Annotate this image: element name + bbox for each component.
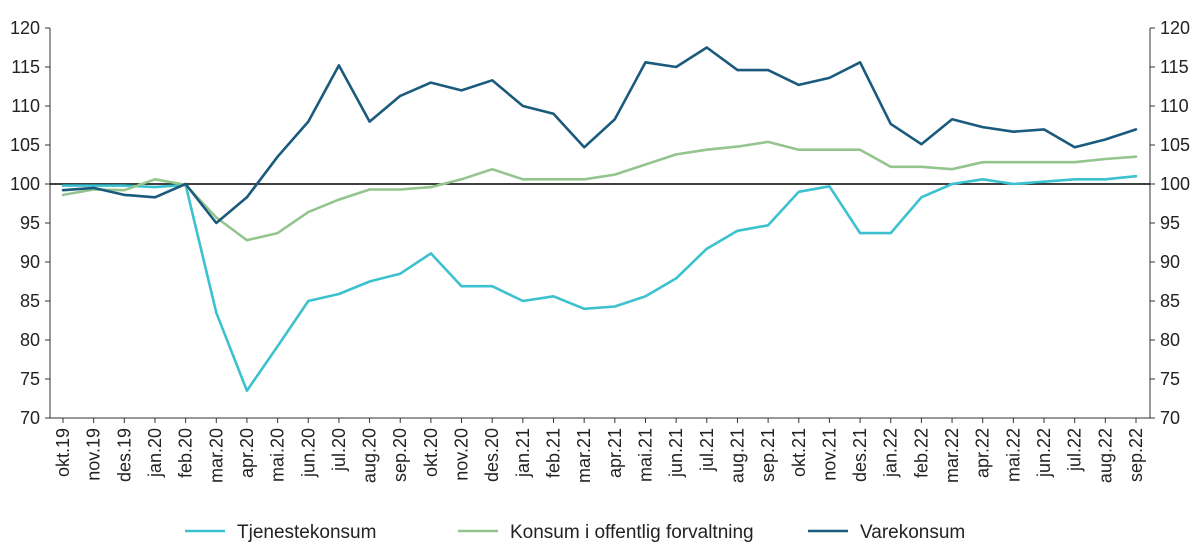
x-tick-label: jul.21 (697, 428, 717, 472)
x-tick-label: aug.20 (360, 428, 380, 483)
right-tick-label: 95 (1160, 213, 1180, 233)
x-tick-label: mai.22 (1003, 428, 1023, 482)
left-tick-label: 110 (11, 96, 40, 116)
left-tick-label: 75 (20, 369, 40, 389)
x-tick-label: apr.21 (605, 428, 625, 478)
x-tick-label: apr.20 (237, 428, 257, 478)
x-tick-label: mai.21 (635, 428, 655, 482)
x-tick-label: jun.22 (1034, 428, 1054, 478)
series-line-konsum-i-offentlig-forvaltning (61, 140, 1138, 242)
x-tick-label: des.21 (850, 428, 870, 482)
left-tick-label: 80 (20, 330, 40, 350)
x-tick-label: nov.20 (452, 428, 472, 481)
left-tick-label: 105 (10, 135, 40, 155)
x-tick-label: jun.20 (298, 428, 318, 478)
x-tick-label: mar.22 (942, 428, 962, 483)
x-tick-label: sep.20 (390, 428, 410, 482)
x-tick-label: jul.22 (1065, 428, 1085, 472)
x-tick-label: jan.22 (881, 428, 901, 478)
legend-label-konsum-i-offentlig-forvaltning: Konsum i offentlig forvaltning (510, 522, 754, 543)
x-tick-label: okt.19 (53, 428, 73, 477)
x-tick-label: jun.21 (666, 428, 686, 478)
left-tick-label: 90 (20, 252, 40, 272)
right-axis-ticks: 70 75 80 85 90 95 100 105 110 115 120 (1150, 18, 1190, 428)
right-tick-label: 80 (1160, 330, 1180, 350)
right-tick-label: 90 (1160, 252, 1180, 272)
x-tick-label: mar.21 (574, 428, 594, 483)
series-line-tjenestekonsum (61, 174, 1138, 393)
legend: Tjenestekonsum Konsum i offentlig forvalt… (185, 522, 965, 543)
x-tick-label: feb.21 (544, 428, 564, 478)
right-tick-label: 100 (1160, 174, 1190, 194)
right-tick-label: 115 (1160, 57, 1189, 77)
left-tick-label: 120 (10, 18, 40, 38)
x-tick-label: okt.21 (789, 428, 809, 477)
x-tick-label: des.19 (114, 428, 134, 482)
x-tick-label: sep.21 (758, 428, 778, 482)
x-tick-label: mar.20 (206, 428, 226, 483)
right-tick-label: 105 (1160, 135, 1190, 155)
x-tick-label: aug.21 (727, 428, 747, 483)
right-tick-label: 70 (1160, 408, 1180, 428)
x-tick-label: nov.21 (819, 428, 839, 481)
left-axis-ticks: 70 75 80 85 90 95 100 105 110 115 120 (10, 18, 50, 428)
series-lines (61, 46, 1138, 393)
x-tick-label: des.20 (482, 428, 502, 482)
x-tick-label: mai.20 (268, 428, 288, 482)
x-tick-label: jul.20 (329, 428, 349, 472)
x-tick-label: feb.20 (176, 428, 196, 478)
left-tick-label: 95 (20, 213, 40, 233)
x-tick-label: jan.20 (145, 428, 165, 478)
left-tick-label: 115 (11, 57, 40, 77)
left-tick-label: 70 (20, 408, 40, 428)
right-tick-label: 85 (1160, 291, 1180, 311)
right-tick-label: 75 (1160, 369, 1180, 389)
x-tick-label: sep.22 (1126, 428, 1146, 482)
left-tick-label: 85 (20, 291, 40, 311)
legend-label-varekonsum: Varekonsum (860, 522, 965, 543)
x-tick-label: jan.21 (513, 428, 533, 478)
x-tick-label: nov.19 (84, 428, 104, 481)
legend-label-tjenestekonsum: Tjenestekonsum (237, 522, 376, 543)
right-tick-label: 110 (1160, 96, 1189, 116)
series-line-varekonsum (61, 46, 1138, 225)
plot-area: 70 75 80 85 90 95 100 105 110 115 120 70 75 80 85 90 95… (10, 18, 1190, 483)
x-tick-label: aug.22 (1095, 428, 1115, 483)
right-tick-label: 120 (1160, 18, 1190, 38)
x-axis-ticks: okt.19 nov.19 des.19 jan.20 feb.20 mar.20 apr.… (53, 418, 1146, 483)
left-tick-label: 100 (10, 174, 40, 194)
x-tick-label: feb.22 (911, 428, 931, 478)
x-tick-label: okt.20 (421, 428, 441, 477)
x-tick-label: apr.22 (973, 428, 993, 478)
